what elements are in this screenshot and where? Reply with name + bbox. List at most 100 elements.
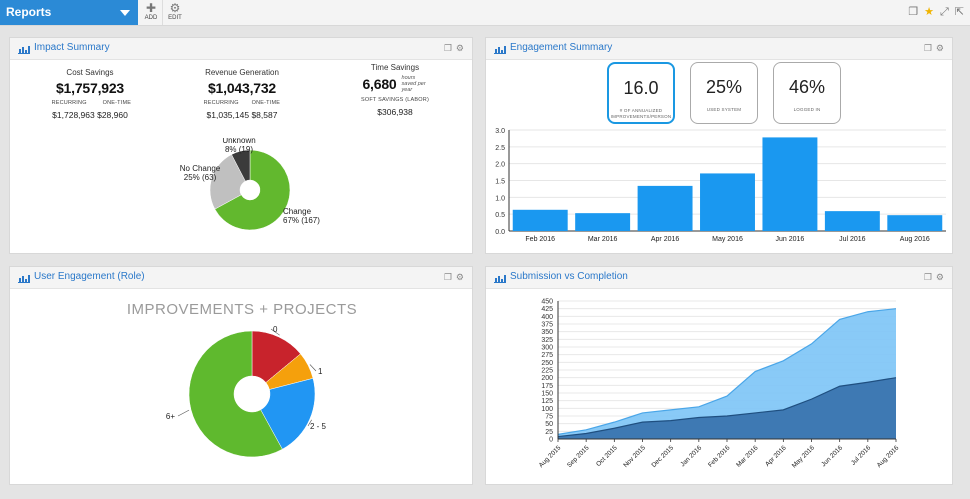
cost-onetime-value: $28,960 (97, 110, 128, 120)
y-tick-label: 150 (541, 391, 553, 398)
y-tick-label: 0.5 (495, 212, 505, 219)
cost-savings-sub-labels: RECURRING ONE-TIME (30, 100, 150, 106)
donut-value-no-change: 25% (63) (184, 173, 217, 182)
kpi-value: 25% (705, 77, 743, 97)
x-tick-label: Jan 2016 (679, 444, 703, 468)
y-tick-label: 375 (541, 322, 553, 329)
kpi-label: USED SYSTEM (706, 107, 742, 112)
bar-chart-icon (494, 46, 506, 54)
x-tick-label: Apr 2016 (651, 236, 680, 243)
copy-icon[interactable]: ❐ (443, 43, 452, 53)
label-connector (270, 328, 280, 336)
gear-icon[interactable]: ⚙ (935, 272, 944, 282)
label-connector (307, 419, 312, 427)
kpi-card-logged-in[interactable]: 46% LOGGED IN (773, 62, 841, 124)
y-tick-label: 2.0 (495, 162, 505, 169)
x-tick-label: Jun 2016 (820, 444, 844, 468)
x-tick-label: Feb 2016 (707, 444, 732, 469)
kpi-value: 16.0 (623, 78, 659, 98)
revenue-onetime-label: ONE-TIME (251, 100, 281, 106)
role-donut-chart: 0 1 2 - 5 6+ (166, 325, 327, 458)
user-engagement-title[interactable]: User Engagement (Role) (34, 271, 145, 282)
kpi-value: 46% (788, 77, 826, 97)
panel-header: User Engagement (Role) ❐ ⚙ (10, 267, 472, 289)
y-tick-label: 300 (541, 345, 553, 352)
revenue-sub-labels: RECURRING ONE-TIME (182, 100, 302, 106)
y-tick-label: 400 (541, 314, 553, 321)
kpi-card-improvements[interactable]: 16.0 # OF ANNUALIZED IMPROVEMENTS/PERSON (607, 62, 675, 124)
bar-chart-icon (18, 46, 30, 54)
revenue-generation-value: $1,043,732 (207, 80, 277, 96)
revenue-onetime-value: $8,587 (251, 110, 278, 120)
cost-recurring-label: RECURRING (51, 100, 87, 106)
x-tick-label: May 2016 (791, 444, 816, 469)
y-tick-label: 50 (545, 421, 553, 428)
x-tick-label: Jul 2016 (839, 236, 866, 243)
engagement-summary-panel: Engagement Summary ❐ ⚙ 16.0 # OF ANNUALI… (485, 37, 953, 254)
revenue-recurring-value: $1,035,145 (206, 110, 250, 120)
donut-slice-6+ (188, 330, 283, 458)
y-tick-label: 325 (541, 337, 553, 344)
engagement-summary-title[interactable]: Engagement Summary (510, 42, 613, 53)
gear-icon: ⚙ (169, 1, 181, 15)
submission-completion-title[interactable]: Submission vs Completion (510, 271, 628, 282)
add-button[interactable]: ✚ ADD (139, 0, 163, 25)
y-tick-label: 25 (545, 429, 553, 436)
bar-aug-2016 (887, 215, 943, 231)
edit-label: EDIT (168, 15, 182, 21)
copy-icon[interactable]: ❐ (443, 272, 452, 282)
copy-icon[interactable]: ❐ (923, 272, 932, 282)
y-tick-label: 425 (541, 306, 553, 313)
kpi-card-used-system[interactable]: 25% USED SYSTEM (690, 62, 758, 124)
x-tick-label: May 2016 (712, 236, 743, 243)
cost-savings-title: Cost Savings (66, 68, 114, 77)
x-tick-label: Jul 2016 (850, 444, 873, 467)
user-engagement-panel: User Engagement (Role) ❐ ⚙ IMPROVEMENTS … (9, 266, 473, 485)
soft-savings-label: SOFT SAVINGS (LABOR) (361, 97, 429, 103)
soft-savings-value: $306,938 (377, 107, 413, 117)
bar-may-2016 (700, 173, 755, 231)
share-icon[interactable]: ⇱ (954, 6, 964, 18)
bar-chart-icon (18, 275, 30, 283)
line-submission (557, 308, 897, 435)
donut-label-6+: 6+ (166, 412, 175, 421)
plus-icon: ✚ (145, 1, 157, 15)
x-tick-label: Mar 2016 (588, 236, 618, 243)
cost-recurring-value: $1,728,963 (52, 110, 95, 120)
donut-slice-unknown (231, 149, 251, 182)
impact-summary-title[interactable]: Impact Summary (34, 42, 110, 53)
kpi-label: # OF ANNUALIZED IMPROVEMENTS/PERSON (610, 108, 672, 119)
y-tick-label: 75 (545, 414, 553, 421)
add-label: ADD (144, 15, 158, 21)
label-connector (177, 409, 190, 417)
panel-header-tools: ❐ ⚙ (924, 272, 944, 282)
time-savings-stat: Time Savings 6,680 hours saved per year … (350, 63, 440, 117)
donut-label-1: 1 (318, 367, 323, 376)
reports-dropdown[interactable]: Reports (0, 0, 138, 25)
y-tick-label: 0 (549, 437, 553, 444)
cost-savings-stat: Cost Savings $1,757,923 RECURRING ONE-TI… (30, 68, 150, 120)
edit-button[interactable]: ⚙ EDIT (163, 0, 187, 25)
gear-icon[interactable]: ⚙ (455, 272, 464, 282)
gear-icon[interactable]: ⚙ (935, 43, 944, 53)
revenue-sub-values: $1,035,145 $8,587 (182, 110, 302, 120)
copy-icon[interactable]: ❐ (908, 6, 919, 18)
revenue-recurring-label: RECURRING (203, 100, 239, 106)
donut-label-change: Change (283, 207, 312, 216)
panel-header: Engagement Summary ❐ ⚙ (486, 38, 952, 60)
top-toolbar: Reports ✚ ADD ⚙ EDIT ❐ ★ ⤢ ⇱ (0, 0, 970, 26)
kpi-label: LOGGED IN (793, 107, 821, 112)
expand-icon[interactable]: ⤢ (939, 6, 949, 18)
donut-label-2-5: 2 - 5 (310, 422, 327, 431)
submission-area-chart: 0255075100125150175200225250275300325350… (538, 299, 901, 470)
panel-header-tools: ❐ ⚙ (444, 43, 464, 53)
bar-apr-2016 (637, 185, 693, 231)
copy-icon[interactable]: ❐ (923, 43, 932, 53)
time-savings-title: Time Savings (370, 63, 420, 72)
star-icon[interactable]: ★ (924, 6, 934, 18)
gear-icon[interactable]: ⚙ (455, 43, 464, 53)
time-savings-value: 6,680 (362, 76, 397, 92)
area-completion (558, 377, 896, 439)
cost-onetime-label: ONE-TIME (102, 100, 132, 106)
